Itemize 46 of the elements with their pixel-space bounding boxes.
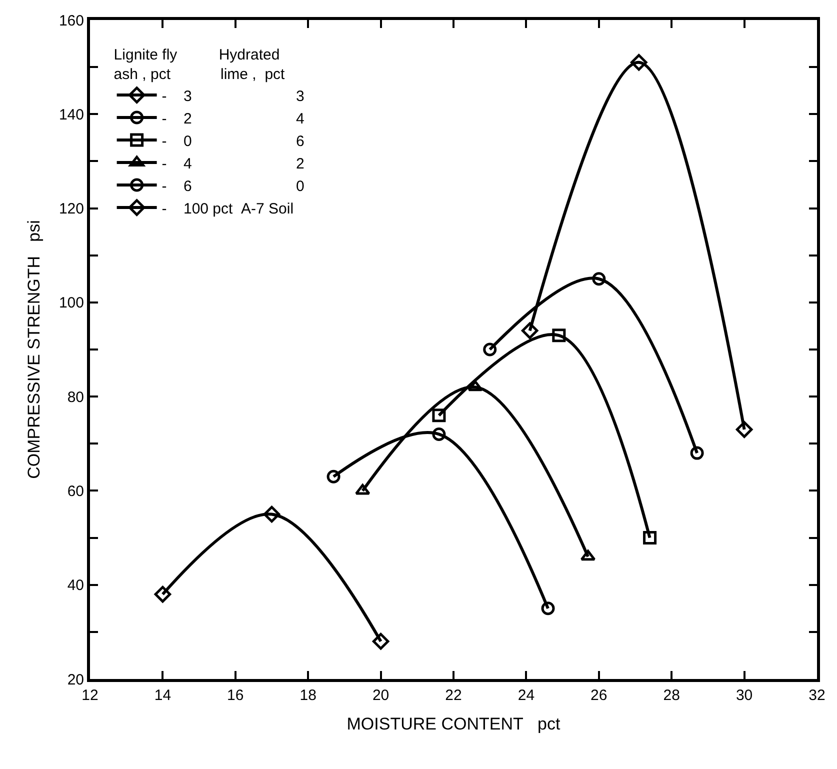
y-tick-label: 100 (58, 294, 84, 312)
legend-label: - 4 2 (162, 155, 304, 172)
point (521, 322, 538, 340)
x-tick-label: 22 (445, 687, 462, 704)
point (432, 408, 446, 422)
point (592, 272, 606, 286)
point (326, 470, 340, 484)
y-tick-label: 40 (67, 577, 84, 594)
x-tick-label: 30 (736, 687, 753, 704)
point (690, 446, 704, 460)
x-tick-label: 18 (300, 687, 316, 704)
x-tick-label: 16 (227, 687, 244, 704)
point (736, 421, 753, 438)
legend-label: - 3 3 (162, 88, 304, 105)
point (483, 342, 497, 356)
x-tick-label: 12 (82, 687, 98, 704)
point (154, 586, 172, 603)
y-tick-label: 160 (58, 12, 84, 30)
x-axis-title: MOISTURE CONTENT pct (346, 714, 560, 734)
point (432, 427, 446, 441)
x-tick-label: 14 (154, 687, 172, 704)
point (580, 550, 596, 561)
point (541, 602, 555, 616)
x-tick-label: 32 (808, 687, 826, 704)
point (263, 506, 280, 523)
point (630, 54, 648, 71)
x-tick-label: 26 (590, 687, 608, 704)
x-tick-label: 20 (372, 687, 390, 704)
y-tick-label: 20 (67, 671, 84, 688)
point (468, 380, 483, 392)
y-tick-label: 60 (67, 482, 84, 500)
point (552, 328, 566, 342)
legend-title: Lignite fly Hydrated ash , pct lime , pct (114, 46, 286, 83)
legend-label: - 100 pct A-7 Soil (162, 200, 294, 218)
y-tick-label: 120 (58, 200, 84, 218)
x-tick-label: 28 (663, 687, 680, 704)
x-tick-label: 24 (518, 687, 535, 704)
point (643, 531, 657, 545)
y-tick-label: 80 (67, 388, 84, 406)
legend-label: - 2 4 (162, 110, 304, 128)
point (372, 632, 390, 650)
y-tick-label: 140 (58, 106, 84, 124)
legend-label: - 6 0 (162, 178, 304, 195)
y-axis-title: COMPRESSIVE STRENGTH psi (24, 220, 44, 479)
point (355, 484, 370, 495)
legend-label: - 0 6 (162, 132, 304, 150)
